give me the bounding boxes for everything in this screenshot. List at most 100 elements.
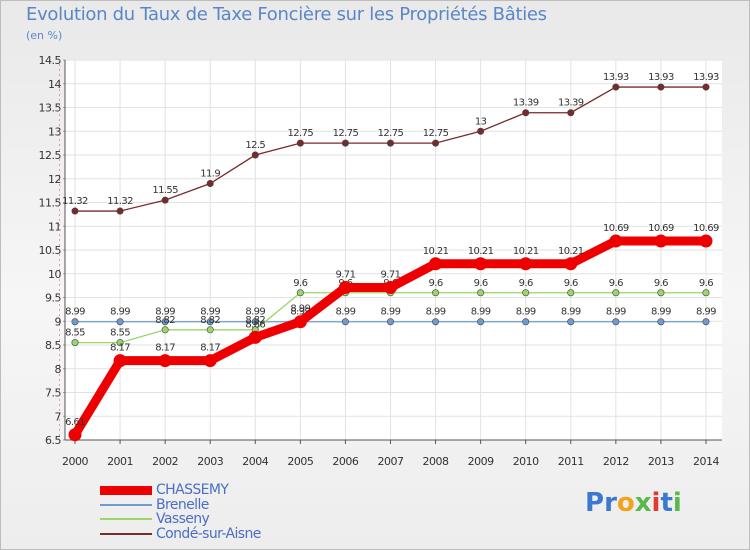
data-point-cond-sur-aisne [567,109,575,117]
legend: CHASSEMY Brenelle Vasseny Condé-sur-Aisn… [100,483,261,541]
legend-label-vasseny: Vasseny [156,511,210,528]
data-point-brenelle [161,318,169,326]
brand-logo: Proxiti [585,488,682,518]
data-point-vasseny [296,289,304,297]
data-point-chassemy [293,315,307,329]
x-tick-label: 2010 [513,455,539,468]
y-tick-label: 7.5 [45,387,61,400]
data-label-chassemy: 8.17 [110,343,130,354]
legend-item-conde-sur-aisne: Condé-sur-Aisne [100,527,261,542]
data-point-chassemy [338,281,352,295]
data-point-cond-sur-aisne [432,139,440,147]
data-label-cond-sur-aisne: 13.39 [513,98,539,109]
x-tick-label: 2012 [603,455,629,468]
data-point-cond-sur-aisne [161,196,169,204]
data-label-vasseny: 8.55 [110,328,130,339]
legend-swatch-conde-sur-aisne [100,532,152,535]
brand-letter: o [616,488,635,518]
brand-letter: i [672,488,682,518]
data-point-chassemy [203,354,217,368]
data-point-vasseny [206,326,214,334]
data-label-cond-sur-aisne: 13.93 [603,72,629,83]
data-point-cond-sur-aisne [612,83,620,91]
data-label-cond-sur-aisne: 12.75 [423,128,449,139]
legend-item-brenelle: Brenelle [100,498,261,513]
data-label-chassemy: 6.61 [65,417,85,428]
data-point-cond-sur-aisne [206,180,214,188]
data-label-brenelle: 8.99 [606,307,626,318]
data-label-brenelle: 8.99 [110,307,130,318]
brand-letter: P [585,488,605,518]
data-label-vasseny: 9.6 [609,278,623,289]
data-label-vasseny: 9.6 [519,278,533,289]
data-label-chassemy: 9.71 [381,270,401,281]
data-point-chassemy [654,234,668,248]
data-point-brenelle [657,318,665,326]
x-tick-label: 2003 [197,455,223,468]
data-label-chassemy: 8.66 [245,319,265,330]
data-point-chassemy [383,281,397,295]
data-label-brenelle: 8.99 [471,307,491,318]
data-label-cond-sur-aisne: 13.93 [693,72,719,83]
legend-swatch-brenelle [100,503,152,506]
y-tick-label: 12.5 [39,149,62,162]
data-point-chassemy [609,234,623,248]
legend-label-brenelle: Brenelle [156,496,209,513]
y-tick-label: 9 [55,315,62,328]
y-tick-label: 9.5 [45,292,61,305]
data-point-brenelle [567,318,575,326]
data-point-brenelle [116,318,124,326]
x-tick-label: 2009 [468,455,494,468]
y-tick-label: 11 [48,220,61,233]
data-label-chassemy: 8.17 [200,343,220,354]
y-tick-label: 10.5 [39,244,62,257]
x-tick-label: 2006 [332,455,358,468]
data-label-chassemy: 8.17 [155,343,175,354]
data-label-brenelle: 8.99 [381,307,401,318]
data-point-brenelle [386,318,394,326]
legend-item-vasseny: Vasseny [100,512,261,527]
data-label-cond-sur-aisne: 11.32 [62,196,88,207]
data-label-vasseny: 8.82 [155,315,175,326]
data-point-cond-sur-aisne [71,207,79,215]
data-label-vasseny: 9.6 [654,278,668,289]
data-point-chassemy [248,330,262,344]
data-label-brenelle: 8.99 [155,307,175,318]
data-point-cond-sur-aisne [657,83,665,91]
data-point-cond-sur-aisne [251,151,259,159]
data-label-chassemy: 10.21 [558,246,584,257]
x-tick-label: 2008 [423,455,449,468]
data-label-brenelle: 8.99 [290,307,310,318]
data-label-vasseny: 9.6 [564,278,578,289]
data-point-chassemy [474,257,488,271]
data-label-cond-sur-aisne: 13 [475,116,487,127]
data-point-brenelle [432,318,440,326]
data-label-brenelle: 8.99 [426,307,446,318]
data-point-vasseny [522,289,530,297]
x-tick-label: 2011 [558,455,584,468]
y-tick-label: 8 [55,363,62,376]
data-label-cond-sur-aisne: 12.75 [378,128,404,139]
legend-swatch-chassemy [100,485,152,495]
data-point-vasseny [116,339,124,347]
data-point-brenelle [71,318,79,326]
data-label-brenelle: 8.99 [696,307,716,318]
brand-letter: i [651,488,661,518]
y-tick-label: 13.5 [39,102,62,115]
y-tick-label: 7 [55,410,62,423]
data-label-vasseny: 8.82 [200,315,220,326]
y-tick-label: 6.5 [45,434,61,447]
data-point-brenelle [341,318,349,326]
legend-label-conde-sur-aisne: Condé-sur-Aisne [156,525,261,542]
data-label-vasseny: 9.6 [429,278,443,289]
y-tick-label: 12 [48,173,61,186]
data-label-cond-sur-aisne: 12.75 [288,128,314,139]
data-point-cond-sur-aisne [477,127,485,135]
x-tick-label: 2002 [152,455,178,468]
data-label-brenelle: 8.99 [516,307,536,318]
data-point-brenelle [702,318,710,326]
data-label-cond-sur-aisne: 13.39 [558,98,584,109]
chart-title: Evolution du Taux de Taxe Foncière sur l… [26,4,547,25]
data-point-chassemy [699,234,713,248]
